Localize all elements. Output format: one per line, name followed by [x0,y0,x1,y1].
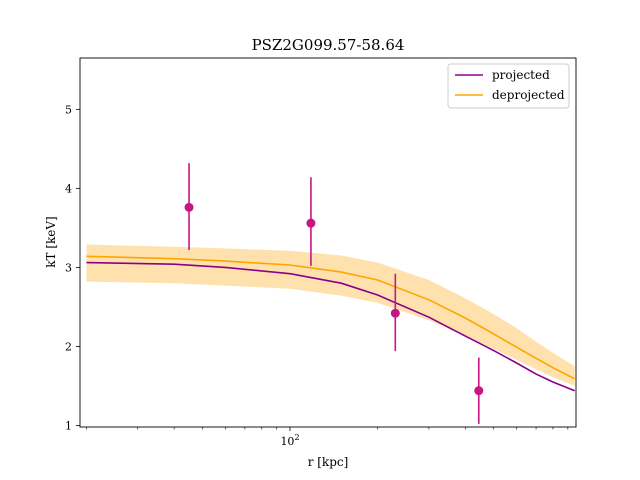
series-lines-layer [86,255,576,392]
y-tick-label: 3 [65,261,72,274]
y-tick-label: 4 [65,182,72,195]
axes-layer: 1 2 3 4 5 102 [65,57,577,448]
deprojected-confidence-band [86,244,575,386]
x-axis-label: r [kpc] [308,455,349,469]
data-point [390,308,400,318]
projected-line [86,261,575,392]
confidence-band-layer [86,244,575,386]
legend-label-projected: projected [492,68,550,82]
y-tick-label: 1 [65,419,72,432]
y-axis-label: kT [keV] [44,216,58,268]
y-tick-label: 5 [65,103,72,116]
chart-title: PSZ2G099.57-58.64 [252,36,405,54]
plot-frame [79,57,577,428]
y-tick-label: 2 [65,340,72,353]
x-tick-label: 102 [280,433,299,448]
deprojected-line [86,255,576,380]
legend-label-deprojected: deprojected [492,88,565,102]
data-point [306,218,316,228]
legend: projected deprojected [447,63,570,109]
data-point [184,202,194,212]
data-point [474,386,484,396]
data-points-layer [184,163,484,424]
